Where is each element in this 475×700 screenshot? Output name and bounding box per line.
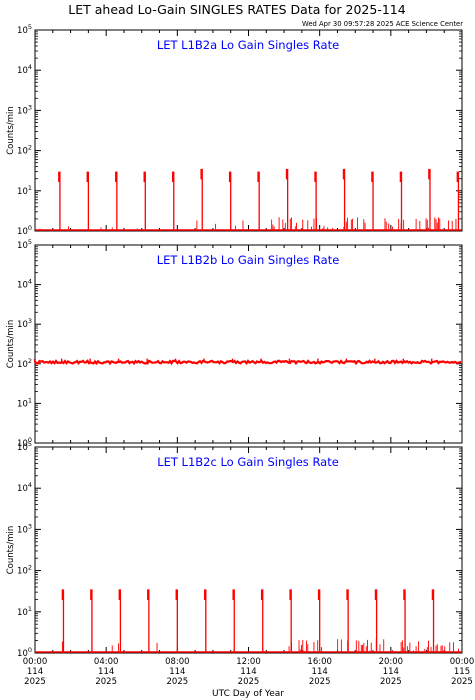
x-tick-label: 2025: [309, 677, 331, 687]
x-tick-label: 115: [454, 667, 470, 677]
x-tick-label: 08:00: [165, 657, 190, 667]
y-tick-label: 101: [17, 396, 32, 409]
y-tick-label: 102: [17, 357, 32, 370]
y-tick-label: 100: [17, 224, 32, 237]
x-tick-label: 2025: [238, 677, 260, 687]
x-tick-label: 114: [98, 667, 114, 677]
y-tick-label: 104: [17, 481, 32, 494]
chart-panel-1: 100 101 102 103 104 105 Counts/min LET L1B2a Lo…: [6, 23, 463, 237]
x-tick-label: 20:00: [379, 657, 404, 667]
data-series: [33, 358, 462, 366]
x-tick-label: 12:00: [236, 657, 261, 667]
x-tick-label: 2025: [95, 677, 117, 687]
x-tick-label: 00:00: [23, 657, 48, 667]
x-axis-label: UTC Day of Year: [212, 689, 284, 699]
y-tick-label: 105: [17, 23, 32, 36]
panel-frame: [34, 29, 463, 232]
y-tick-label: 100: [17, 436, 32, 449]
x-tick-label: 04:00: [94, 657, 119, 667]
x-tick-label: 16:00: [307, 657, 332, 667]
panel-title: LET L1B2a Lo Gain Singles Rate: [157, 38, 339, 52]
panel-frame: [34, 446, 463, 654]
x-tick-label: 2025: [380, 677, 402, 687]
x-tick-label: 114: [383, 667, 399, 677]
x-tick-label: 114: [312, 667, 328, 677]
y-tick-label: 100: [17, 646, 32, 659]
panel-title: LET L1B2c Lo Gain Singles Rate: [157, 455, 339, 469]
x-tick-label: 00:00: [450, 657, 475, 667]
x-tick-label: 114: [169, 667, 185, 677]
y-tick-label: 104: [17, 63, 32, 76]
x-tick-label: 114: [240, 667, 256, 677]
y-axis-label: Counts/min: [6, 106, 16, 155]
y-tick-label: 104: [17, 278, 32, 291]
x-tick-label: 2025: [24, 677, 46, 687]
x-tick-label: 2025: [451, 677, 473, 687]
x-tick-label: 114: [27, 667, 43, 677]
y-tick-label: 101: [17, 184, 32, 197]
y-axis-label: Counts/min: [6, 320, 16, 369]
timestamp-label: Wed Apr 30 09:57:28 2025 ACE Science Cen…: [302, 20, 463, 28]
chart-panel-3: 100 101 102 103 104 105 Counts/min LET L1B2c Lo…: [6, 440, 463, 659]
y-tick-label: 103: [17, 103, 32, 116]
y-tick-label: 101: [17, 605, 32, 618]
x-tick-label: 2025: [167, 677, 189, 687]
y-axis-label: Counts/min: [6, 526, 16, 575]
y-tick-label: 103: [17, 522, 32, 535]
panel-title: LET L1B2b Lo Gain Singles Rate: [157, 253, 340, 267]
y-tick-label: 105: [17, 440, 32, 453]
figure-title: LET ahead Lo-Gain SINGLES RATES Data for…: [68, 2, 405, 17]
y-tick-label: 102: [17, 144, 32, 157]
panel-frame: [34, 244, 463, 444]
data-series: [35, 589, 462, 653]
chart-panel-2: 100 101 102 103 104 105 Counts/min LET L1B2b Lo…: [6, 238, 463, 449]
data-series: [35, 168, 462, 231]
y-tick-label: 102: [17, 564, 32, 577]
baseline-line: [33, 358, 462, 366]
y-tick-label: 105: [17, 238, 32, 251]
y-tick-label: 103: [17, 317, 32, 330]
